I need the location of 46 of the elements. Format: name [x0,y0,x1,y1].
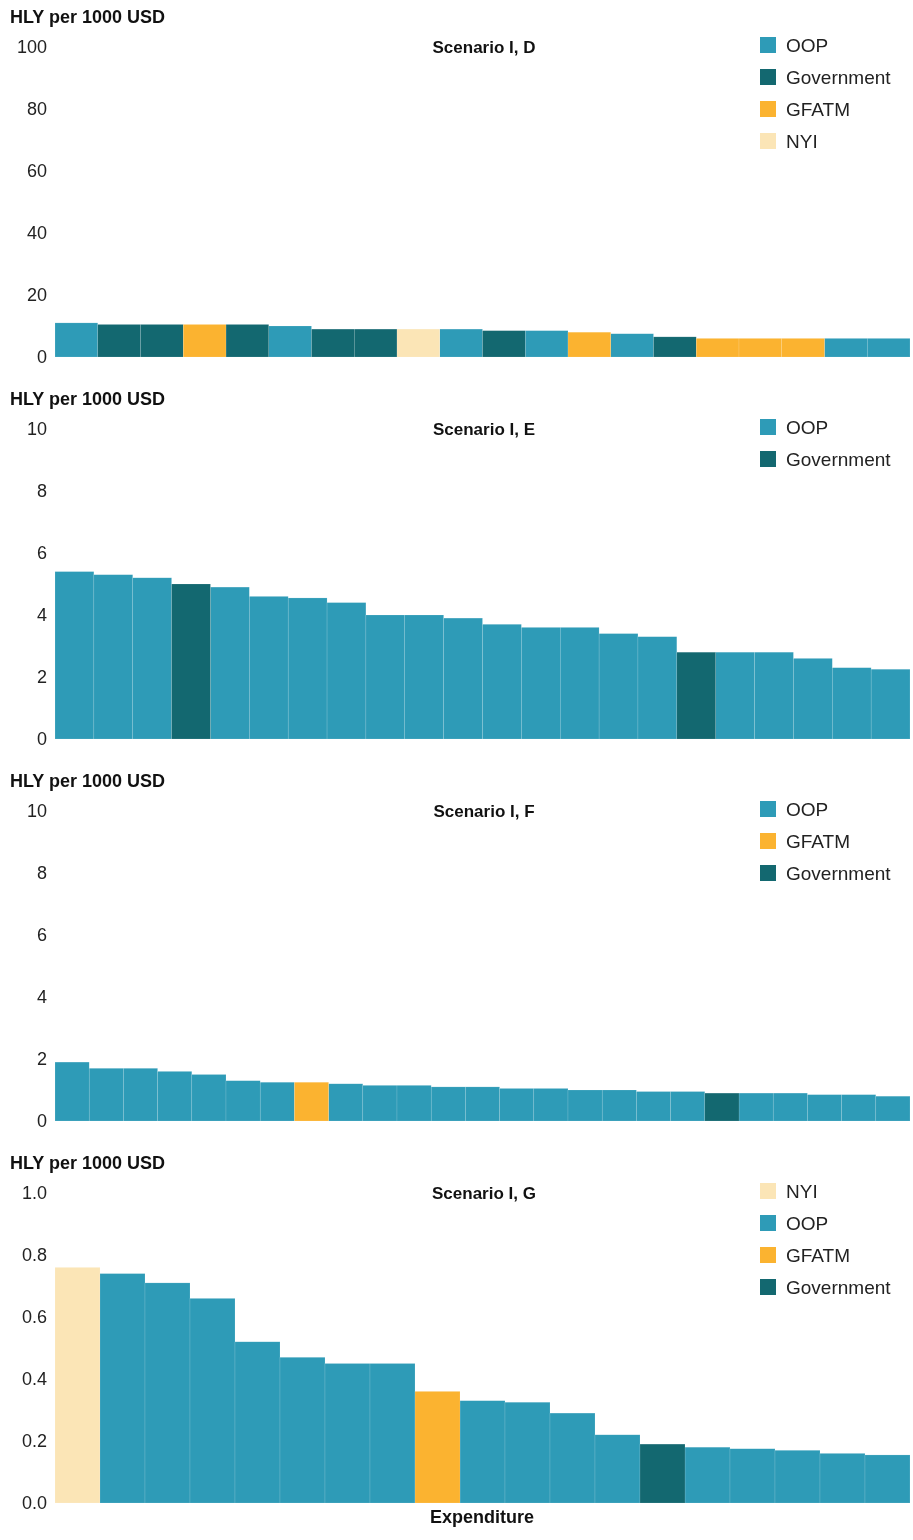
y-tick-label: 8 [36,481,47,501]
legend-label: OOP [786,799,829,820]
legend-label: OOP [786,35,829,56]
legend-label: Government [786,67,892,88]
legend-label: GFATM [786,99,851,120]
legend-label: Government [786,1277,892,1298]
legend-label: NYI [786,131,818,152]
y-axis-title: HLY per 1000 USD [10,7,166,27]
chart-title: Scenario I, D [432,38,536,57]
y-axis-title: HLY per 1000 USD [10,389,166,409]
y-tick-label: 2 [36,667,47,687]
y-axis-title: HLY per 1000 USD [10,1153,166,1173]
y-tick-label: 0.6 [21,1307,47,1327]
y-tick-label: 4 [36,605,47,625]
legend-label: Government [786,449,892,470]
chart-title: Scenario I, G [432,1184,536,1203]
y-tick-label: 40 [26,223,47,243]
y-tick-label: 0.0 [21,1493,47,1513]
y-tick-label: 2 [36,1049,47,1069]
y-tick-label: 0.4 [21,1369,47,1389]
y-axis-title: HLY per 1000 USD [10,771,166,791]
chart-title: Scenario I, F [433,802,535,821]
y-tick-label: 100 [16,37,47,57]
legend-label: GFATM [786,1245,851,1266]
legend-label: GFATM [786,831,851,852]
y-tick-label: 1.0 [21,1183,47,1203]
legend-label: Government [786,863,892,884]
y-tick-label: 60 [26,161,47,181]
y-tick-label: 0.2 [21,1431,47,1451]
y-tick-label: 0 [36,1111,47,1131]
y-tick-label: 4 [36,987,47,1007]
y-tick-label: 8 [36,863,47,883]
legend-label: NYI [786,1181,818,1202]
x-axis-title: Expenditure [429,1507,535,1527]
y-tick-label: 0 [36,729,47,749]
y-tick-label: 6 [36,925,47,945]
legend-label: OOP [786,417,829,438]
y-tick-label: 80 [26,99,47,119]
y-tick-label: 20 [26,285,47,305]
chart-title: Scenario I, E [432,420,536,439]
y-tick-label: 10 [26,801,47,821]
legend-label: OOP [786,1213,829,1234]
y-tick-label: 10 [26,419,47,439]
y-tick-label: 6 [36,543,47,563]
y-tick-label: 0.8 [21,1245,47,1265]
y-tick-label: 0 [36,347,47,367]
